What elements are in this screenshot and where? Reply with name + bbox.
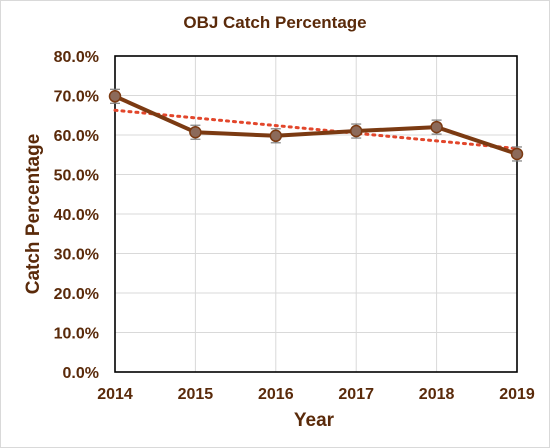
y-tick-label: 0.0% (63, 365, 99, 382)
y-axis: 0.0% 10.0% 20.0% 30.0% 40.0% 50.0% 60.0% 70.0% 8… (54, 49, 99, 382)
y-tick-label: 50.0% (54, 168, 99, 185)
x-axis: 2014 2015 2016 2017 2018 2019 (97, 386, 535, 403)
data-point (430, 120, 443, 134)
y-tick-label: 70.0% (54, 89, 99, 106)
x-tick-label: 2014 (97, 386, 133, 403)
x-tick-label: 2018 (419, 386, 455, 403)
series-line (114, 94, 518, 156)
x-axis-title: Year (294, 410, 335, 431)
y-tick-label: 60.0% (54, 128, 99, 145)
x-tick-label: 2019 (499, 386, 535, 403)
plot-area (114, 55, 518, 373)
y-tick-label: 80.0% (54, 49, 99, 66)
x-tick-label: 2016 (258, 386, 294, 403)
y-tick-label: 30.0% (54, 247, 99, 264)
y-tick-label: 40.0% (54, 207, 99, 224)
data-point (510, 147, 524, 161)
chart-title: OBJ Catch Percentage (183, 13, 366, 32)
x-tick-label: 2015 (178, 386, 214, 403)
x-tick-label: 2017 (338, 386, 374, 403)
data-point (108, 90, 122, 103)
y-tick-label: 10.0% (54, 326, 99, 343)
grid (114, 55, 518, 373)
data-point (269, 129, 283, 143)
data-point (189, 125, 202, 139)
trendline (113, 108, 519, 151)
series (108, 88, 524, 162)
y-tick-label: 20.0% (54, 286, 99, 303)
data-point (349, 124, 363, 138)
trendline-line (113, 108, 519, 151)
y-axis-title: Catch Percentage (23, 134, 44, 295)
